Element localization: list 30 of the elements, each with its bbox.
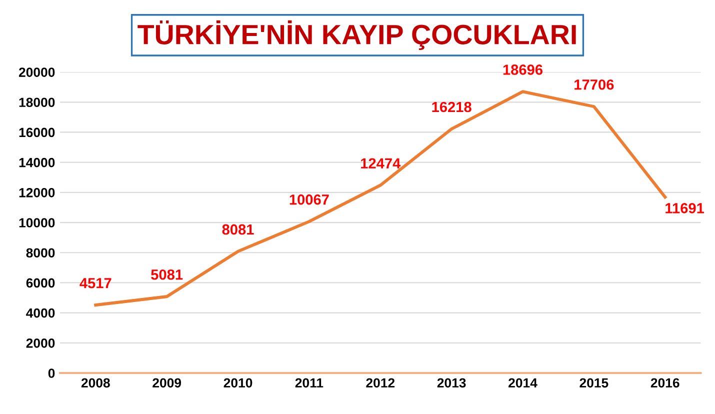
data-label: 11691 [666, 203, 704, 214]
x-tick-label: 2014 [508, 378, 538, 388]
x-tick-label: 2015 [580, 378, 608, 388]
y-tick-label: 20000 [18, 68, 55, 77]
x-tick-label: 2013 [437, 378, 466, 388]
y-tick-label: 6000 [26, 278, 55, 288]
y-tick-label: 8000 [26, 248, 55, 258]
y-tick-label: 16000 [19, 128, 55, 138]
y-tick-label: 4000 [26, 308, 55, 318]
y-tick-label: 0 [48, 368, 55, 378]
x-tick-label: 2010 [224, 378, 252, 388]
y-tick-label: 14000 [19, 158, 55, 168]
chart-title: TÜRKİYE'NİN KAYIP ÇOCUKLARI [138, 20, 576, 50]
x-tick-label: 2008 [81, 378, 110, 388]
x-tick-label: 2012 [366, 378, 395, 388]
y-tick-label: 2000 [26, 338, 55, 348]
y-tick-label: 12000 [19, 188, 55, 198]
x-tick-label: 2011 [295, 378, 324, 388]
x-tick-label: 2016 [650, 378, 680, 388]
data-label: 18696 [503, 64, 542, 75]
y-tick-label: 18000 [19, 98, 55, 108]
data-label: 16218 [432, 102, 472, 112]
data-label: 5081 [151, 269, 183, 280]
data-label: 12474 [361, 158, 401, 168]
data-label: 10067 [290, 194, 329, 205]
x-tick-label: 2009 [152, 378, 182, 388]
data-label: 17706 [574, 79, 614, 90]
data-label: 8081 [222, 224, 254, 235]
data-label: 4517 [80, 278, 112, 288]
y-tick-label: 10000 [19, 218, 55, 228]
